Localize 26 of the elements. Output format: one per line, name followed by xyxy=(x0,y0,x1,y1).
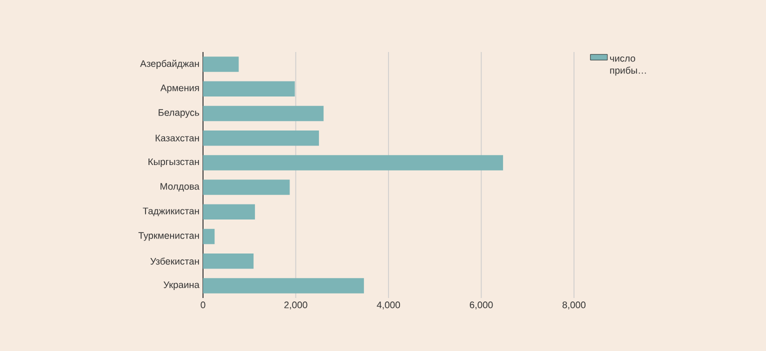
y-tick-label: Кыргызстан xyxy=(148,158,199,167)
x-tick-label: 6,000 xyxy=(470,302,493,310)
y-tick-label: Таджикистан xyxy=(142,208,199,216)
bar xyxy=(203,106,324,122)
bar xyxy=(203,81,295,97)
x-tick-label: 8,000 xyxy=(562,302,586,310)
bar xyxy=(203,204,255,220)
y-tick-label: Азербайджан xyxy=(140,60,199,69)
y-tick-label: Армения xyxy=(160,84,199,94)
y-tick-label: Украина xyxy=(164,281,200,290)
y-tick-label: Казахстан xyxy=(156,134,199,142)
bar xyxy=(203,56,239,72)
bar xyxy=(203,155,504,170)
bar xyxy=(203,130,319,146)
y-tick-label: Молдова xyxy=(160,183,200,192)
x-tick-label: 4,000 xyxy=(376,302,400,310)
y-tick-label: Туркменистан xyxy=(138,232,199,241)
x-tick-label: 0 xyxy=(200,302,206,308)
bar xyxy=(203,180,290,195)
bar xyxy=(203,253,254,269)
y-tick-label: Узбекистан xyxy=(150,258,199,265)
bar xyxy=(203,228,215,244)
y-tick-label: Беларусь xyxy=(158,109,200,118)
bar xyxy=(203,278,364,294)
legend-label: число прибы… xyxy=(610,56,646,76)
x-tick-label: 2,000 xyxy=(284,302,308,310)
